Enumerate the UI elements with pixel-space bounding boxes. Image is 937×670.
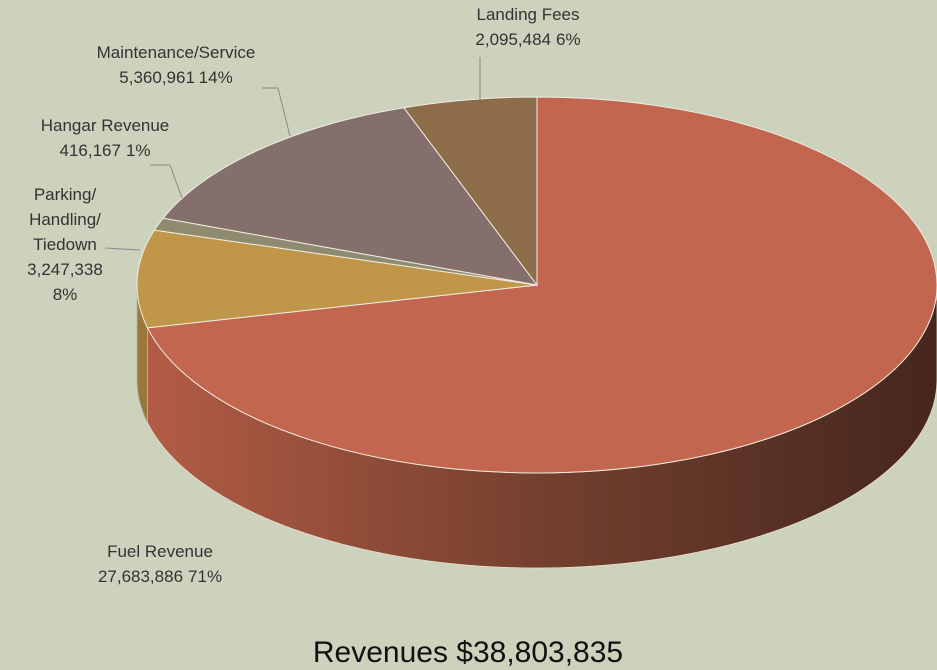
category-label: Parking/Handling/Tiedown [29,185,101,254]
percent-label: 14% [199,68,233,87]
pie-slice [162,107,539,286]
value-label: 3,247,338 [27,260,103,279]
category-label: Fuel Revenue [107,542,213,561]
value-label: 5,360,961 [119,68,194,87]
leader-line [104,247,141,251]
value-label: 2,095,484 [475,30,551,49]
data-label: 27,683,886 71% [98,567,222,586]
percent-label: 8% [53,285,78,304]
value-label: 27,683,886 [98,567,183,586]
leader-lines [104,57,481,251]
pie [136,96,937,569]
percent-label: 71% [188,567,222,586]
leader-line [150,164,183,199]
data-label: 5,360,961 14% [119,68,232,87]
percent-label: 6% [556,30,581,49]
percent-label: 1% [126,141,151,160]
leader-line [262,87,291,137]
data-label: 2,095,484 6% [475,30,580,49]
category-label: Landing Fees [476,5,579,24]
chart-title: Revenues $38,803,835 [313,636,623,669]
value-label: 416,167 [59,141,120,160]
pie-slice [136,229,538,329]
data-label: 416,167 1% [59,141,150,160]
category-label: Maintenance/Service [97,43,256,62]
pie-slice [146,96,937,474]
category-label: Hangar Revenue [41,116,170,135]
pie-slice [402,96,538,287]
